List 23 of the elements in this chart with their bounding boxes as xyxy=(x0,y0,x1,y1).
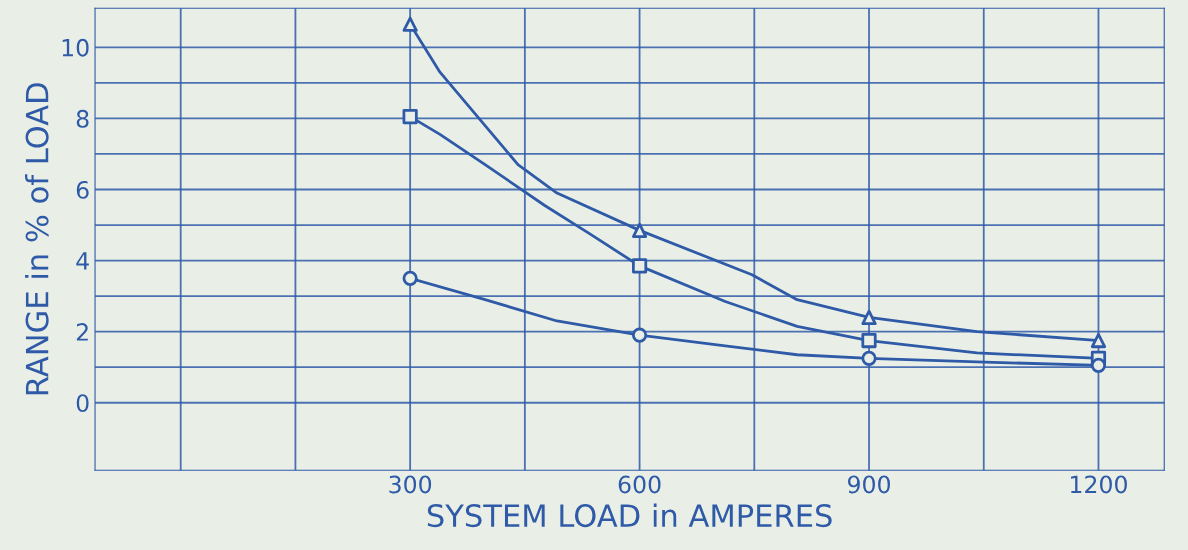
x-tick-label: 1200 xyxy=(1071,475,1127,494)
point xyxy=(402,270,418,286)
point xyxy=(1090,357,1107,374)
y-tick-label: 8 xyxy=(76,109,89,128)
point xyxy=(631,327,648,343)
y-tick-label: 0 xyxy=(76,394,89,413)
point xyxy=(1090,332,1107,349)
x-tick-label: 300 xyxy=(389,475,432,494)
point xyxy=(402,16,418,32)
point xyxy=(861,350,877,366)
y-tick-label: 10 xyxy=(62,38,89,57)
point xyxy=(861,309,877,326)
point xyxy=(631,222,648,238)
y-tick-label: 4 xyxy=(76,252,89,270)
x-tick-label: 900 xyxy=(847,475,890,494)
y-tick-label: 2 xyxy=(76,323,88,341)
x-tick-label: 600 xyxy=(618,475,661,494)
point xyxy=(861,332,877,349)
y-axis-title: RANGE in % of LOAD xyxy=(25,83,49,395)
point xyxy=(631,258,648,274)
point xyxy=(402,109,418,125)
y-tick-label: 6 xyxy=(76,180,89,199)
x-axis-title: SYSTEM LOAD in AMPERES xyxy=(427,503,832,528)
